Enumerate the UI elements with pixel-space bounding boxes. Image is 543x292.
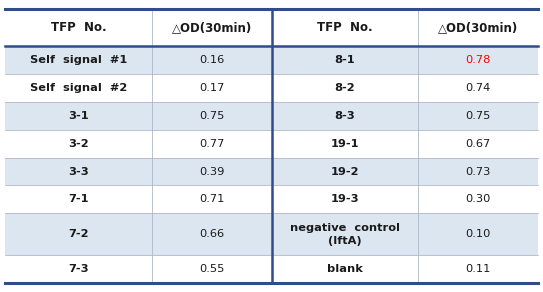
Text: 0.74: 0.74 [465,83,490,93]
Text: 0.75: 0.75 [465,111,490,121]
Text: 0.17: 0.17 [199,83,224,93]
Text: 19-1: 19-1 [331,139,359,149]
Text: 7-1: 7-1 [68,194,89,204]
Text: 0.66: 0.66 [199,229,224,239]
Text: 0.77: 0.77 [199,139,224,149]
Text: 0.75: 0.75 [199,111,224,121]
Text: 7-3: 7-3 [68,264,89,274]
Text: 0.67: 0.67 [465,139,490,149]
Text: negative  control
(lftA): negative control (lftA) [289,223,400,246]
Text: 0.71: 0.71 [199,194,224,204]
Text: blank: blank [327,264,363,274]
Text: 0.11: 0.11 [465,264,490,274]
Text: △OD(30min): △OD(30min) [438,21,518,34]
Text: Self  signal  #1: Self signal #1 [30,55,127,65]
Text: 0.73: 0.73 [465,166,490,176]
Text: 19-3: 19-3 [330,194,359,204]
Text: 19-2: 19-2 [331,166,359,176]
Text: Self  signal  #2: Self signal #2 [30,83,127,93]
Text: 3-2: 3-2 [68,139,89,149]
Text: 0.55: 0.55 [199,264,224,274]
Bar [5,102,538,130]
Text: 8-1: 8-1 [334,55,355,65]
Bar [5,158,538,185]
Text: 0.10: 0.10 [465,229,490,239]
Text: 0.78: 0.78 [465,55,490,65]
Text: 3-3: 3-3 [68,166,89,176]
Text: △OD(30min): △OD(30min) [172,21,252,34]
Text: 7-2: 7-2 [68,229,89,239]
Text: TFP  No.: TFP No. [317,21,372,34]
Text: 0.39: 0.39 [199,166,224,176]
Text: 0.16: 0.16 [199,55,224,65]
Text: 0.30: 0.30 [465,194,490,204]
Text: 8-2: 8-2 [334,83,355,93]
Text: 8-3: 8-3 [334,111,355,121]
Bar [5,213,538,255]
Bar [5,46,538,74]
Text: 3-1: 3-1 [68,111,89,121]
Text: TFP  No.: TFP No. [51,21,106,34]
